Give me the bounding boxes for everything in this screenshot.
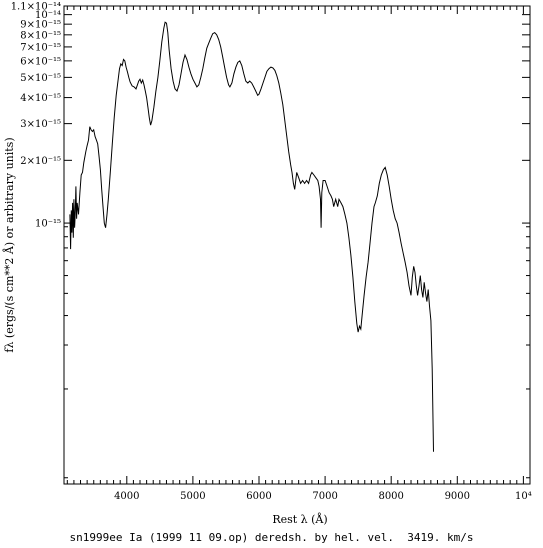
plot-frame xyxy=(63,5,531,485)
x-tick-label: 8000 xyxy=(378,491,403,502)
spectrum-caption: sn1999ee Ia (1999 11 09.op) deredsh. by … xyxy=(69,531,474,544)
x-axis: 4000 5000 6000 7000 8000 9000 10⁴ xyxy=(66,6,532,502)
y-tick-label: 9×10⁻¹⁵ xyxy=(20,20,61,31)
x-tick-label: 9000 xyxy=(445,491,470,502)
x-tick-label: 5000 xyxy=(180,491,205,502)
y-tick-label: 8×10⁻¹⁵ xyxy=(20,30,61,41)
y-tick-label: 7×10⁻¹⁵ xyxy=(20,42,61,53)
y-axis-label: fλ (ergs/(s cm**2 Å) or arbitrary units) xyxy=(2,137,16,352)
x-tick-label: 10⁴ xyxy=(515,491,532,502)
y-tick-label: 3×10⁻¹⁵ xyxy=(20,119,61,130)
x-tick-label: 4000 xyxy=(114,491,139,502)
x-tick-label: 7000 xyxy=(312,491,337,502)
x-axis-label: Rest λ (Å) xyxy=(272,512,327,526)
y-tick-label: 1.1×10⁻¹⁴ xyxy=(11,2,61,13)
y-tick-label: 5×10⁻¹⁵ xyxy=(20,73,61,84)
y-tick-label: 10⁻¹⁴ xyxy=(35,10,61,21)
y-tick-label: 10⁻¹⁵ xyxy=(35,219,61,230)
spectrum-line xyxy=(69,21,434,452)
x-tick-label: 6000 xyxy=(246,491,271,502)
y-tick-label: 6×10⁻¹⁵ xyxy=(20,56,61,67)
y-tick-label: 2×10⁻¹⁵ xyxy=(20,156,61,167)
y-tick-label: 4×10⁻¹⁵ xyxy=(20,93,61,104)
